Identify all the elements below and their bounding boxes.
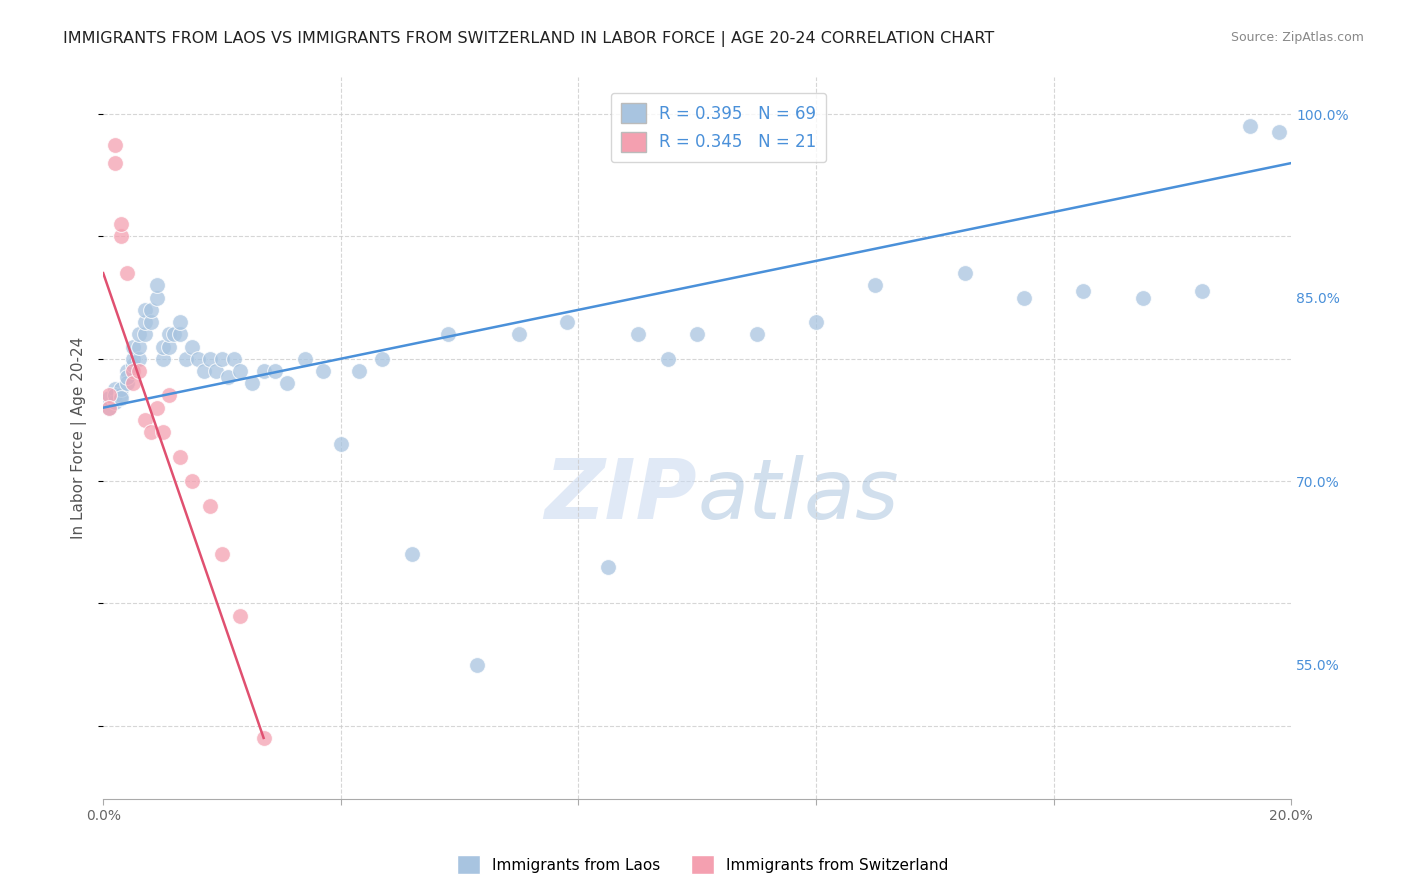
- Point: [211, 351, 233, 366]
- Point: [953, 266, 976, 280]
- Point: [122, 364, 145, 378]
- Point: [104, 394, 127, 409]
- Point: [198, 499, 221, 513]
- Point: [181, 474, 204, 488]
- Point: [276, 376, 298, 391]
- Point: [122, 376, 145, 391]
- Point: [134, 302, 156, 317]
- Point: [198, 351, 221, 366]
- Point: [193, 364, 215, 378]
- Point: [205, 364, 228, 378]
- Point: [115, 376, 138, 391]
- Point: [555, 315, 578, 329]
- Point: [110, 229, 132, 244]
- Point: [1268, 126, 1291, 140]
- Point: [627, 327, 650, 342]
- Text: ZIP: ZIP: [544, 456, 697, 536]
- Point: [1073, 285, 1095, 299]
- Point: [176, 351, 198, 366]
- Point: [152, 425, 174, 439]
- Point: [329, 437, 352, 451]
- Text: Source: ZipAtlas.com: Source: ZipAtlas.com: [1230, 31, 1364, 45]
- Legend: R = 0.395   N = 69, R = 0.345   N = 21: R = 0.395 N = 69, R = 0.345 N = 21: [610, 93, 827, 162]
- Point: [264, 364, 287, 378]
- Point: [139, 315, 162, 329]
- Point: [686, 327, 709, 342]
- Point: [104, 137, 127, 152]
- Point: [110, 388, 132, 402]
- Point: [98, 391, 121, 405]
- Point: [657, 351, 679, 366]
- Point: [139, 425, 162, 439]
- Point: [152, 351, 174, 366]
- Point: [865, 278, 887, 293]
- Point: [467, 657, 489, 672]
- Point: [110, 217, 132, 231]
- Point: [181, 339, 204, 353]
- Point: [187, 351, 209, 366]
- Point: [169, 327, 191, 342]
- Point: [145, 401, 167, 415]
- Point: [122, 339, 145, 353]
- Text: atlas: atlas: [697, 456, 898, 536]
- Point: [229, 364, 252, 378]
- Point: [598, 559, 620, 574]
- Point: [98, 388, 121, 402]
- Point: [294, 351, 316, 366]
- Point: [115, 266, 138, 280]
- Text: IMMIGRANTS FROM LAOS VS IMMIGRANTS FROM SWITZERLAND IN LABOR FORCE | AGE 20-24 C: IMMIGRANTS FROM LAOS VS IMMIGRANTS FROM …: [63, 31, 994, 47]
- Point: [128, 364, 150, 378]
- Point: [145, 291, 167, 305]
- Point: [128, 339, 150, 353]
- Point: [134, 315, 156, 329]
- Point: [371, 351, 394, 366]
- Point: [804, 315, 827, 329]
- Point: [115, 364, 138, 378]
- Point: [134, 327, 156, 342]
- Y-axis label: In Labor Force | Age 20-24: In Labor Force | Age 20-24: [72, 337, 87, 540]
- Point: [98, 401, 121, 415]
- Point: [240, 376, 263, 391]
- Point: [1191, 285, 1213, 299]
- Point: [169, 450, 191, 464]
- Point: [139, 302, 162, 317]
- Point: [122, 351, 145, 366]
- Point: [122, 358, 145, 372]
- Point: [745, 327, 768, 342]
- Point: [252, 731, 274, 745]
- Point: [347, 364, 370, 378]
- Point: [157, 327, 180, 342]
- Point: [312, 364, 335, 378]
- Point: [157, 388, 180, 402]
- Point: [115, 370, 138, 384]
- Point: [211, 548, 233, 562]
- Point: [128, 327, 150, 342]
- Point: [401, 548, 423, 562]
- Point: [1012, 291, 1035, 305]
- Point: [110, 391, 132, 405]
- Point: [157, 339, 180, 353]
- Point: [508, 327, 530, 342]
- Legend: Immigrants from Laos, Immigrants from Switzerland: Immigrants from Laos, Immigrants from Sw…: [451, 849, 955, 880]
- Point: [152, 339, 174, 353]
- Point: [229, 608, 252, 623]
- Point: [110, 382, 132, 396]
- Point: [1239, 120, 1261, 134]
- Point: [98, 401, 121, 415]
- Point: [436, 327, 458, 342]
- Point: [104, 156, 127, 170]
- Point: [145, 278, 167, 293]
- Point: [134, 413, 156, 427]
- Point: [1132, 291, 1154, 305]
- Point: [104, 388, 127, 402]
- Point: [128, 351, 150, 366]
- Point: [252, 364, 274, 378]
- Point: [163, 327, 186, 342]
- Point: [217, 370, 239, 384]
- Point: [169, 315, 191, 329]
- Point: [222, 351, 245, 366]
- Point: [104, 382, 127, 396]
